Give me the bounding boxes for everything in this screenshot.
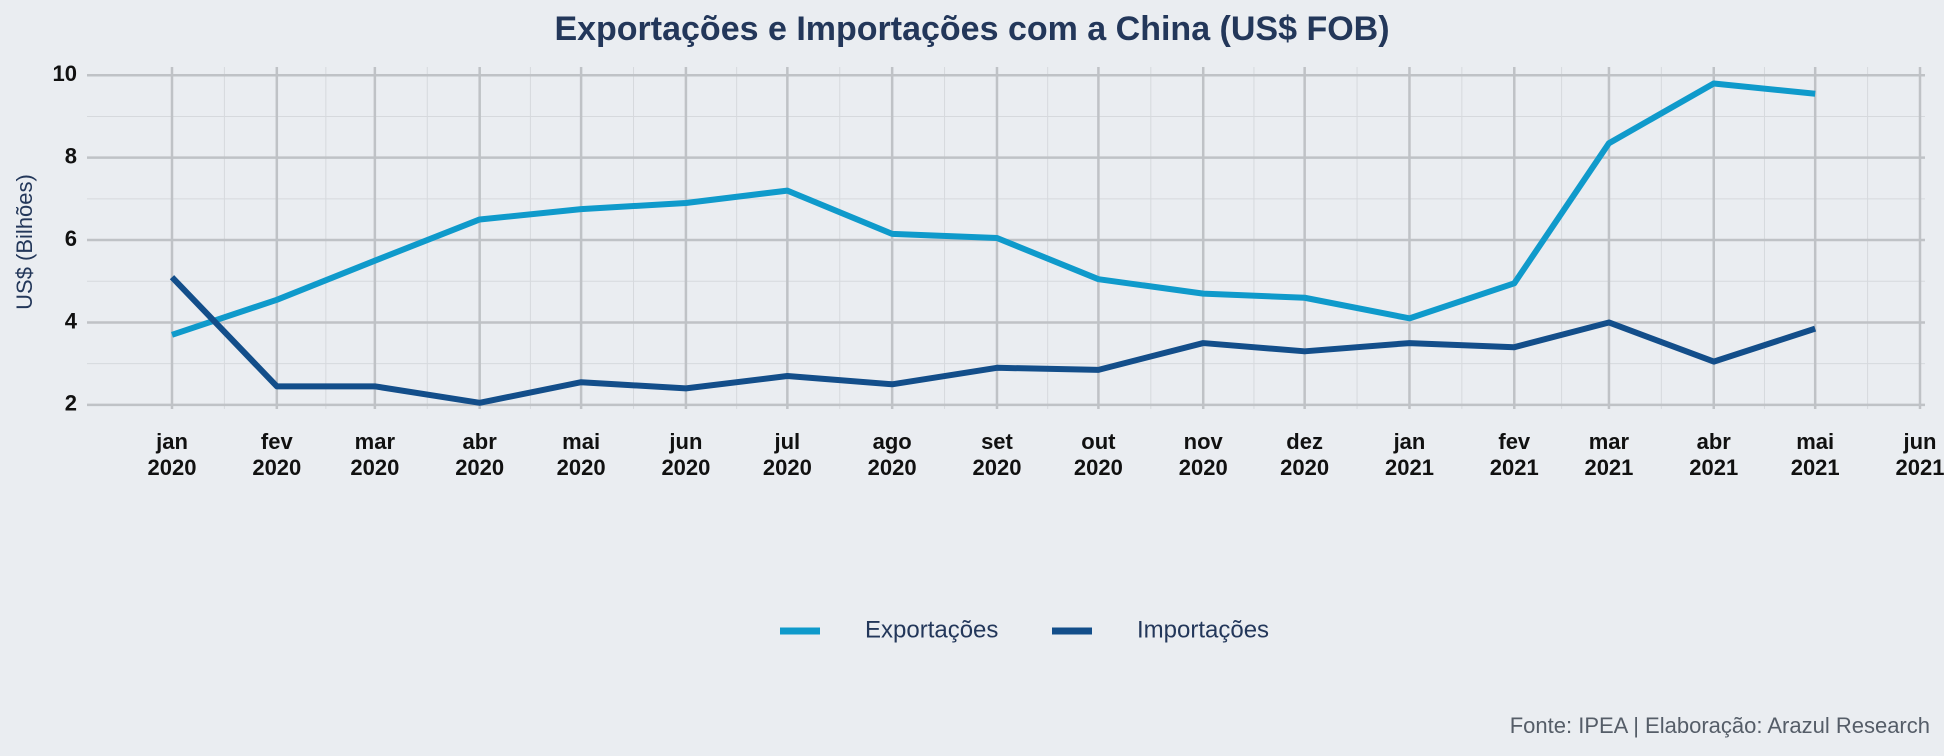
x-tick-label: out 2020: [1074, 429, 1123, 480]
x-tick-label: mar 2020: [350, 429, 399, 480]
x-tick-label: abr 2020: [455, 429, 504, 480]
legend-label: Exportações: [865, 616, 998, 643]
x-tick-label: mai 2020: [557, 429, 606, 480]
x-tick-label: jan 2020: [148, 429, 197, 480]
x-tick-label: jun 2021: [1896, 429, 1944, 480]
x-tick-label: fev 2021: [1490, 429, 1539, 480]
y-tick-label: 8: [65, 143, 77, 168]
x-tick-label: abr 2021: [1689, 429, 1738, 480]
y-tick-label: 4: [65, 308, 78, 333]
x-tick-label: set 2020: [972, 429, 1021, 480]
x-tick-label: nov 2020: [1179, 429, 1228, 480]
y-axis-label: US$ (Bilhões): [12, 174, 37, 310]
x-tick-label: mai 2021: [1791, 429, 1840, 480]
x-tick-label: jan 2021: [1385, 429, 1434, 480]
x-tick-label: jun 2020: [661, 429, 710, 480]
source-note: Fonte: IPEA | Elaboração: Arazul Researc…: [1510, 713, 1930, 738]
chart-title: Exportações e Importações com a China (U…: [554, 10, 1389, 48]
y-tick-label: 10: [53, 61, 77, 86]
y-tick-label: 6: [65, 226, 77, 251]
y-tick-label: 2: [65, 391, 77, 416]
legend-label: Importações: [1137, 616, 1269, 643]
series-line: [169, 275, 1817, 406]
x-tick-label: mar 2021: [1584, 429, 1633, 480]
x-tick-label: fev 2020: [252, 429, 301, 480]
x-tick-label: jul 2020: [763, 429, 812, 480]
x-tick-label: ago 2020: [868, 429, 917, 480]
series-line: [171, 80, 1816, 338]
x-tick-label: dez 2020: [1280, 429, 1329, 480]
